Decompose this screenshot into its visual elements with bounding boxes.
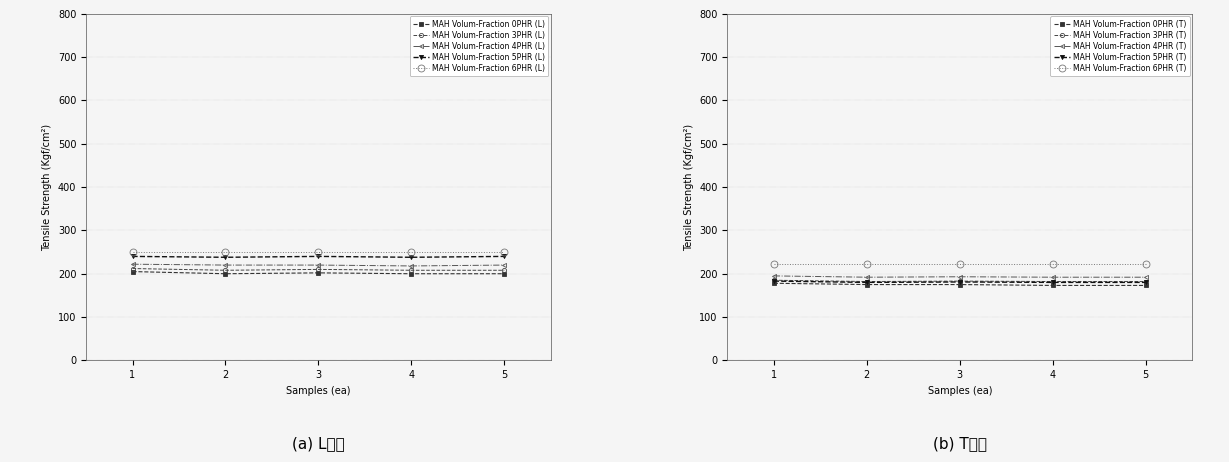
MAH Volum-Fraction 3PHR (T) (767, 278, 782, 283)
MAH Volum-Fraction 3PHR (L) (311, 267, 326, 272)
MAH Volum-Fraction 4PHR (L) (311, 262, 326, 268)
MAH Volum-Fraction 0PHR (T) (1138, 283, 1153, 288)
MAH Volum-Fraction 5PHR (T) (1046, 280, 1061, 285)
MAH Volum-Fraction 6PHR (L) (404, 249, 419, 255)
MAH Volum-Fraction 5PHR (L) (125, 254, 140, 259)
MAH Volum-Fraction 0PHR (L) (311, 270, 326, 276)
MAH Volum-Fraction 4PHR (L) (218, 262, 232, 268)
MAH Volum-Fraction 4PHR (T) (859, 274, 874, 280)
Line: MAH Volum-Fraction 4PHR (L): MAH Volum-Fraction 4PHR (L) (130, 262, 506, 268)
Legend: MAH Volum-Fraction 0PHR (T), MAH Volum-Fraction 3PHR (T), MAH Volum-Fraction 4PH: MAH Volum-Fraction 0PHR (T), MAH Volum-F… (1051, 16, 1190, 76)
MAH Volum-Fraction 0PHR (T) (1046, 283, 1061, 288)
Line: MAH Volum-Fraction 0PHR (T): MAH Volum-Fraction 0PHR (T) (772, 281, 1148, 287)
MAH Volum-Fraction 6PHR (T) (767, 261, 782, 267)
MAH Volum-Fraction 0PHR (T) (767, 280, 782, 286)
Line: MAH Volum-Fraction 3PHR (T): MAH Volum-Fraction 3PHR (T) (772, 278, 1148, 284)
MAH Volum-Fraction 5PHR (T) (952, 279, 967, 285)
Line: MAH Volum-Fraction 0PHR (L): MAH Volum-Fraction 0PHR (L) (130, 269, 506, 276)
Y-axis label: Tensile Strength (Kgf/cm²): Tensile Strength (Kgf/cm²) (42, 123, 53, 251)
MAH Volum-Fraction 3PHR (L) (218, 267, 232, 273)
MAH Volum-Fraction 4PHR (T) (1046, 274, 1061, 280)
MAH Volum-Fraction 5PHR (L) (404, 255, 419, 260)
MAH Volum-Fraction 4PHR (T) (767, 273, 782, 279)
MAH Volum-Fraction 4PHR (T) (952, 274, 967, 280)
MAH Volum-Fraction 6PHR (L) (497, 249, 511, 255)
MAH Volum-Fraction 3PHR (T) (859, 279, 874, 284)
MAH Volum-Fraction 4PHR (L) (404, 263, 419, 269)
MAH Volum-Fraction 4PHR (L) (497, 262, 511, 268)
MAH Volum-Fraction 5PHR (T) (1138, 280, 1153, 285)
Line: MAH Volum-Fraction 5PHR (T): MAH Volum-Fraction 5PHR (T) (772, 279, 1148, 285)
MAH Volum-Fraction 0PHR (T) (952, 282, 967, 287)
MAH Volum-Fraction 5PHR (L) (311, 254, 326, 259)
MAH Volum-Fraction 3PHR (T) (1046, 279, 1061, 284)
MAH Volum-Fraction 3PHR (L) (497, 267, 511, 273)
MAH Volum-Fraction 6PHR (T) (1046, 261, 1061, 267)
Line: MAH Volum-Fraction 4PHR (T): MAH Volum-Fraction 4PHR (T) (772, 274, 1148, 280)
MAH Volum-Fraction 6PHR (T) (1138, 261, 1153, 267)
MAH Volum-Fraction 5PHR (L) (497, 254, 511, 259)
Line: MAH Volum-Fraction 3PHR (L): MAH Volum-Fraction 3PHR (L) (130, 267, 506, 273)
Y-axis label: Tensile Strength (Kgf/cm²): Tensile Strength (Kgf/cm²) (683, 123, 693, 251)
MAH Volum-Fraction 0PHR (L) (497, 271, 511, 276)
Text: (b) T방향: (b) T방향 (933, 437, 987, 451)
MAH Volum-Fraction 5PHR (T) (859, 280, 874, 285)
MAH Volum-Fraction 6PHR (L) (125, 249, 140, 255)
MAH Volum-Fraction 3PHR (L) (125, 266, 140, 271)
Line: MAH Volum-Fraction 6PHR (L): MAH Volum-Fraction 6PHR (L) (129, 249, 508, 255)
MAH Volum-Fraction 6PHR (L) (218, 249, 232, 255)
Text: (a) L방향: (a) L방향 (293, 437, 345, 451)
MAH Volum-Fraction 4PHR (L) (125, 261, 140, 267)
MAH Volum-Fraction 3PHR (T) (1138, 279, 1153, 284)
Legend: MAH Volum-Fraction 0PHR (L), MAH Volum-Fraction 3PHR (L), MAH Volum-Fraction 4PH: MAH Volum-Fraction 0PHR (L), MAH Volum-F… (409, 16, 548, 76)
MAH Volum-Fraction 0PHR (L) (218, 271, 232, 276)
X-axis label: Samples (ea): Samples (ea) (286, 386, 350, 395)
X-axis label: Samples (ea): Samples (ea) (928, 386, 992, 395)
MAH Volum-Fraction 0PHR (L) (404, 271, 419, 276)
MAH Volum-Fraction 5PHR (L) (218, 255, 232, 260)
Line: MAH Volum-Fraction 6PHR (T): MAH Volum-Fraction 6PHR (T) (771, 261, 1149, 267)
MAH Volum-Fraction 6PHR (T) (859, 261, 874, 267)
MAH Volum-Fraction 0PHR (T) (859, 282, 874, 287)
MAH Volum-Fraction 6PHR (T) (952, 261, 967, 267)
MAH Volum-Fraction 0PHR (L) (125, 269, 140, 274)
MAH Volum-Fraction 4PHR (T) (1138, 274, 1153, 280)
MAH Volum-Fraction 3PHR (L) (404, 267, 419, 273)
MAH Volum-Fraction 3PHR (T) (952, 278, 967, 284)
Line: MAH Volum-Fraction 5PHR (L): MAH Volum-Fraction 5PHR (L) (130, 254, 506, 259)
MAH Volum-Fraction 6PHR (L) (311, 249, 326, 255)
MAH Volum-Fraction 5PHR (T) (767, 278, 782, 284)
